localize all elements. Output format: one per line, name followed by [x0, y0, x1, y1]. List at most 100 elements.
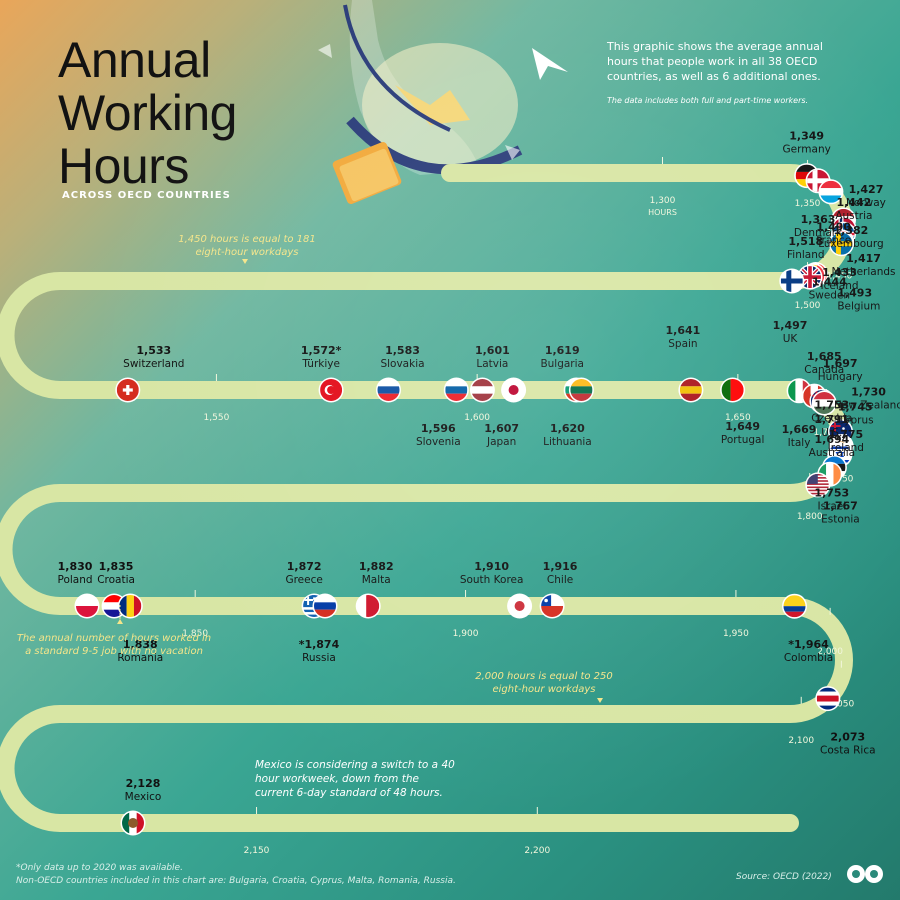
country-label: Ireland	[828, 442, 864, 454]
country-label: Chile	[547, 574, 573, 586]
value-label: 1,442	[836, 196, 871, 209]
value-label: 1,607	[484, 422, 519, 435]
value-label: 1,533	[136, 344, 171, 357]
country-label: Israel	[817, 501, 846, 513]
value-label: 1,745	[838, 401, 873, 414]
flag-slovenia-icon	[443, 377, 469, 403]
value-label: 2,073	[830, 731, 865, 744]
tick-label: 1,800	[797, 512, 823, 522]
value-label: 1,497	[773, 319, 808, 332]
country-label: Germany	[783, 144, 831, 156]
flag-portugal-icon	[720, 377, 746, 403]
country-label: Italy	[788, 437, 811, 449]
title-line: Working	[58, 85, 237, 141]
value-label: 1,872	[287, 560, 322, 573]
country-label: Finland	[787, 249, 825, 261]
callout-standard-job: The annual number of hours worked in a s…	[16, 633, 212, 657]
flag-denmark-icon	[805, 168, 831, 194]
footnote-line: *Only data up to 2020 was available.	[16, 863, 183, 873]
country-label: Mexico	[125, 791, 162, 803]
country-label: France	[816, 234, 851, 246]
value-label: *1,874	[299, 638, 340, 651]
flag-slovakia-icon	[376, 377, 401, 403]
flag-latvia-icon	[469, 377, 495, 403]
flag-malta-icon	[355, 593, 381, 619]
flag-luxembourg-icon	[818, 179, 844, 205]
country-label: Russia	[302, 652, 336, 664]
tick-label: 2,200	[524, 846, 550, 856]
flag-switzerland-icon	[115, 377, 141, 403]
paper-plane-icon	[532, 48, 568, 80]
country-label: Bulgaria	[540, 358, 584, 370]
country-label: Romania	[117, 652, 163, 664]
page-subtitle: ACROSS OECD COUNTRIES	[62, 190, 231, 201]
country-label: Spain	[668, 338, 697, 350]
tick-label: 2,050	[828, 700, 854, 710]
glass-shard-icon	[505, 145, 520, 160]
country-label: Norway	[846, 197, 886, 209]
flag-southkorea-icon	[507, 593, 533, 619]
tick-label: 1,300	[650, 196, 676, 206]
value-label: 1,583	[385, 344, 420, 357]
flag-lithuania-icon	[568, 377, 594, 403]
value-label: 2,128	[126, 777, 161, 790]
value-label: 1,427	[849, 183, 884, 196]
value-label: 1,493	[837, 287, 872, 300]
tick-label: 1,950	[723, 629, 749, 639]
country-label: Portugal	[721, 434, 765, 446]
tick-label: 2,100	[788, 736, 814, 746]
callout-arrow-icon	[242, 259, 248, 264]
country-label: Hungary	[818, 371, 863, 383]
value-label: 1,775	[828, 428, 863, 441]
country-label: Iceland	[821, 280, 859, 292]
country-label: Denmark	[794, 227, 843, 239]
tick-label: 1,350	[795, 199, 821, 209]
country-label: Poland	[58, 574, 93, 586]
value-label: 1,685	[807, 350, 842, 363]
publisher-logo-icon	[847, 865, 883, 883]
country-label: Japan	[486, 436, 516, 448]
tick-label: 1,650	[725, 413, 751, 423]
tick-label: 1,900	[453, 629, 479, 639]
country-label: Canada	[804, 364, 844, 376]
value-label: 1,363	[801, 213, 836, 226]
value-label: 1,620	[550, 422, 585, 435]
hourglass-sand-shape	[395, 85, 470, 125]
flag-poland-icon	[74, 593, 100, 619]
value-label: 1,753	[814, 399, 849, 412]
value-label: 1,649	[725, 420, 760, 433]
country-label: Slovenia	[416, 436, 461, 448]
value-label: 1,767	[823, 500, 858, 513]
value-label: 1,596	[421, 422, 456, 435]
country-label: Latvia	[476, 358, 508, 370]
folder-front-shape	[339, 148, 399, 202]
callout-arrow-icon	[117, 619, 123, 624]
tick-label: 1,450	[827, 272, 853, 282]
flag-usa-icon	[805, 472, 831, 498]
value-label: 1,830	[58, 560, 93, 573]
value-label: 1,382	[834, 224, 869, 237]
value-label: 1,444	[812, 276, 847, 289]
value-label: 1,694	[814, 433, 849, 446]
value-label: 1,730	[851, 385, 886, 398]
flag-finland-icon	[779, 268, 805, 294]
value-label: 1,697	[823, 357, 858, 370]
flag-hungary-icon	[811, 390, 837, 416]
value-label: 1,791	[814, 413, 849, 426]
country-label: Czechia	[811, 413, 852, 425]
country-label: Türkiye	[301, 358, 340, 370]
value-label: 1,916	[543, 560, 578, 573]
flag-russia-icon	[312, 593, 338, 619]
hours-track	[0, 164, 853, 832]
tick-label: 1,850	[182, 629, 208, 639]
flag-romania-icon	[117, 593, 143, 619]
intro-note: The data includes both full and part-tim…	[607, 96, 809, 105]
country-label: Belgium	[837, 301, 880, 313]
value-label: 1,433	[822, 266, 857, 279]
tick-label: 1,600	[464, 413, 490, 423]
country-label: Croatia	[97, 574, 135, 586]
value-label: 1,910	[474, 560, 509, 573]
value-label: 1,838	[123, 638, 158, 651]
hourglass-frame-line	[343, 4, 451, 132]
